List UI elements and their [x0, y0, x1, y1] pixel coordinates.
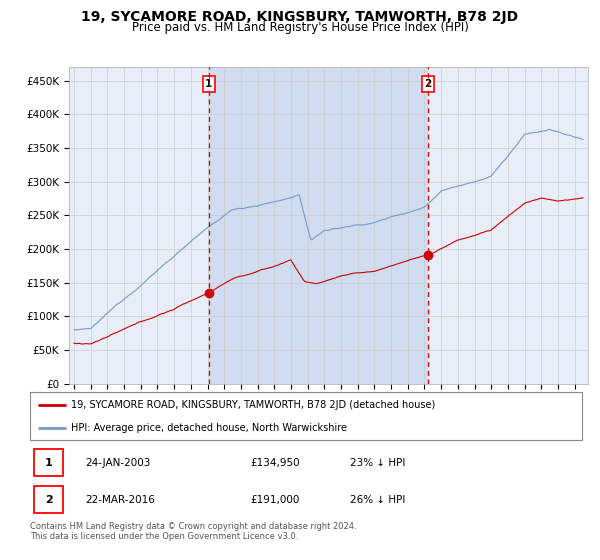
Text: £134,950: £134,950 — [251, 458, 301, 468]
Text: 19, SYCAMORE ROAD, KINGSBURY, TAMWORTH, B78 2JD (detached house): 19, SYCAMORE ROAD, KINGSBURY, TAMWORTH, … — [71, 400, 436, 410]
Text: 2: 2 — [45, 494, 53, 505]
Text: 1: 1 — [205, 79, 212, 89]
Text: 19, SYCAMORE ROAD, KINGSBURY, TAMWORTH, B78 2JD: 19, SYCAMORE ROAD, KINGSBURY, TAMWORTH, … — [82, 10, 518, 24]
Text: 26% ↓ HPI: 26% ↓ HPI — [350, 494, 406, 505]
Text: 1: 1 — [45, 458, 53, 468]
Text: 24-JAN-2003: 24-JAN-2003 — [85, 458, 151, 468]
Text: Price paid vs. HM Land Registry's House Price Index (HPI): Price paid vs. HM Land Registry's House … — [131, 21, 469, 34]
Text: HPI: Average price, detached house, North Warwickshire: HPI: Average price, detached house, Nort… — [71, 423, 347, 433]
Bar — [34, 449, 63, 476]
Text: 23% ↓ HPI: 23% ↓ HPI — [350, 458, 406, 468]
Bar — [209, 67, 428, 384]
Text: 22-MAR-2016: 22-MAR-2016 — [85, 494, 155, 505]
Text: £191,000: £191,000 — [251, 494, 300, 505]
Text: Contains HM Land Registry data © Crown copyright and database right 2024.
This d: Contains HM Land Registry data © Crown c… — [30, 522, 356, 542]
Bar — [34, 486, 63, 513]
Text: 2: 2 — [425, 79, 432, 89]
